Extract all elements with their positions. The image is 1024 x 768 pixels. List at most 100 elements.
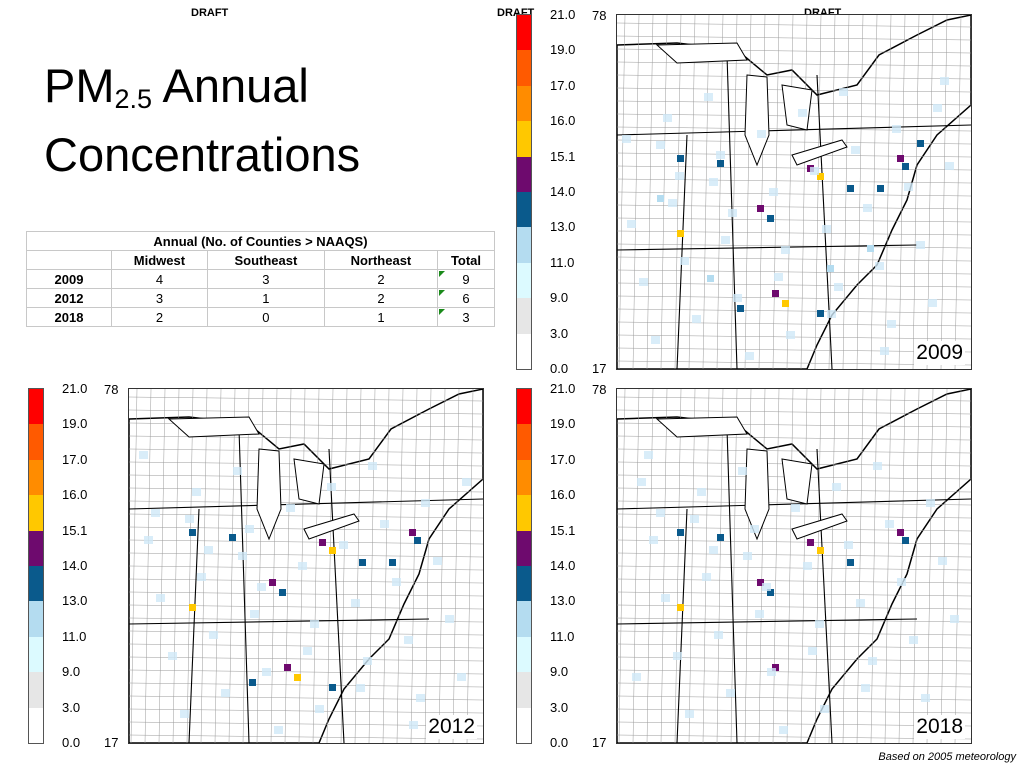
color-scale-segment [29, 530, 43, 566]
lake-shape [791, 139, 848, 166]
light-concentration-patch [649, 536, 658, 544]
map-year-label: 2018 [914, 715, 965, 739]
state-line [816, 448, 833, 743]
land-outline [617, 389, 971, 743]
state-line [328, 448, 345, 743]
table-cell: 2 [323, 269, 438, 289]
county-line [396, 389, 404, 743]
county-line [438, 389, 446, 743]
county-line [256, 389, 264, 743]
concentration-spot [902, 537, 909, 544]
table-cell: 1 [323, 307, 438, 327]
lake-shape [744, 74, 770, 167]
light-concentration-patch [940, 77, 949, 85]
color-scale-segment [517, 424, 531, 460]
light-concentration-patch [692, 315, 701, 323]
concentration-spot [767, 215, 774, 222]
title-annual: Annual [152, 59, 309, 112]
county-line [617, 269, 971, 275]
county-line [617, 321, 971, 327]
county-line [744, 15, 752, 369]
color-scale-label: 11.0 [550, 254, 575, 270]
light-concentration-patch [769, 188, 778, 196]
county-line [617, 35, 971, 41]
light-concentration-patch [820, 705, 829, 713]
light-concentration-patch [339, 541, 348, 549]
county-line [617, 604, 971, 610]
color-scale-label: 0.0 [550, 361, 569, 376]
county-line [660, 389, 668, 743]
light-concentration-patch [844, 541, 853, 549]
county-line [617, 721, 971, 727]
color-scale-segment [29, 424, 43, 460]
color-scale-label: 13.0 [550, 593, 576, 609]
concentration-spot [717, 160, 724, 167]
table-header-midwest: Midwest [111, 250, 208, 270]
concentration-spot [249, 679, 256, 686]
county-line [617, 230, 971, 236]
county-line [800, 15, 808, 369]
color-scale-label: 3.0 [550, 699, 569, 715]
table-row-year: 2012 [26, 288, 112, 308]
color-scale-label: 3.0 [550, 325, 569, 341]
color-scale-label: 19.0 [62, 416, 88, 432]
light-concentration-patch [310, 620, 319, 628]
color-scale-segment [517, 565, 531, 602]
concentration-spot [189, 529, 196, 536]
county-line [617, 617, 971, 623]
light-concentration-patch [303, 647, 312, 655]
map-2018: 2018 [616, 388, 972, 744]
state-line [726, 428, 738, 743]
color-scale-segment [517, 15, 531, 51]
light-concentration-patch [738, 467, 747, 475]
light-concentration-patch [868, 657, 877, 665]
light-concentration-patch [233, 467, 242, 475]
color-scale-segment [517, 333, 531, 369]
light-concentration-patch [721, 236, 730, 244]
light-concentration-patch [875, 262, 884, 270]
county-line [828, 389, 836, 743]
color-scale-segment [517, 85, 531, 122]
color-scale-label: 21.0 [550, 381, 576, 396]
light-concentration-patch [786, 331, 795, 339]
county-line [884, 15, 892, 369]
county-line [617, 500, 971, 506]
lake-shape [655, 42, 748, 64]
concentration-spot [677, 604, 684, 611]
concentration-spot [877, 185, 884, 192]
title-line2: Concentrations [44, 128, 361, 181]
county-line [617, 191, 971, 197]
title-subscript: 2.5 [114, 84, 153, 114]
light-concentration-patch [815, 620, 824, 628]
lake-shape [293, 458, 325, 505]
county-line [129, 513, 483, 519]
light-concentration-patch [904, 183, 913, 191]
map-2012: 2012 [128, 388, 484, 744]
county-line [772, 389, 780, 743]
concentration-spot [817, 310, 824, 317]
county-line [617, 347, 971, 353]
color-scale-label: 11.0 [62, 628, 87, 644]
county-line [842, 389, 850, 743]
county-line [856, 15, 864, 369]
axis-top-label: 78 [592, 8, 607, 23]
color-scale-segment [517, 459, 531, 496]
county-line [884, 389, 892, 743]
table-cell: 2 [323, 288, 438, 308]
color-scale-label: 17.0 [550, 451, 576, 467]
county-line [186, 389, 194, 743]
county-line [842, 15, 850, 369]
table-cell: 3 [111, 288, 208, 308]
county-line [940, 389, 948, 743]
county-line [129, 656, 483, 662]
axis-top-label: 78 [104, 382, 119, 397]
county-line [617, 256, 971, 262]
light-concentration-patch [897, 578, 906, 586]
light-concentration-patch [863, 204, 872, 212]
concentration-spot [847, 185, 854, 192]
light-concentration-patch [445, 615, 454, 623]
light-concentration-patch [685, 710, 694, 718]
light-concentration-patch [757, 130, 766, 138]
concentration-spot [284, 664, 291, 671]
concentration-spot [867, 245, 874, 252]
